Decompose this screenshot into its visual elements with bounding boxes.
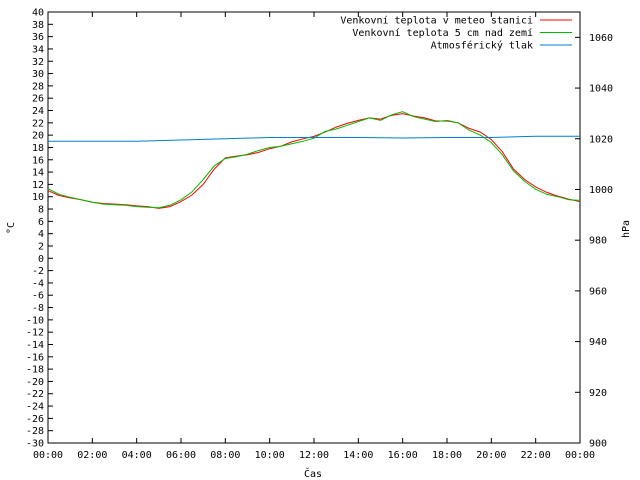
x-tick-label: 04:00 — [122, 450, 152, 461]
y-tick-label: 2 — [38, 241, 44, 252]
y-tick-label: 26 — [32, 94, 44, 105]
y-tick-label: 8 — [38, 205, 44, 216]
x-tick-label: 16:00 — [388, 450, 418, 461]
y-tick-label: 28 — [32, 81, 44, 92]
y-tick-label: 10 — [32, 192, 44, 203]
series-line-1 — [47, 113, 581, 209]
y-tick-label: 34 — [32, 44, 44, 55]
x-tick-label: 14:00 — [343, 450, 373, 461]
y-tick-label: -26 — [26, 414, 44, 425]
series-line-2 — [47, 111, 581, 209]
y-tick-label: 18 — [32, 143, 44, 154]
y-tick-label: 14 — [32, 168, 44, 179]
x-tick-label: 02:00 — [77, 450, 107, 461]
x-tick-label: 10:00 — [255, 450, 285, 461]
x-tick-label: 22:00 — [521, 450, 551, 461]
y2-tick-label: 1060 — [589, 33, 613, 44]
y-tick-label: -4 — [32, 278, 44, 289]
y-tick-label: 32 — [32, 57, 44, 68]
y-tick-label: 16 — [32, 155, 44, 166]
y-tick-label: -2 — [32, 266, 44, 277]
legend-label: Venkovní teplota v meteo stanici — [340, 15, 533, 27]
x-tick-label: 20:00 — [476, 450, 506, 461]
y-tick-label: -6 — [32, 291, 44, 302]
legend-label: Venkovní teplota 5 cm nad zemí — [352, 27, 533, 39]
x-tick-label: 18:00 — [432, 450, 462, 461]
y-tick-label: -8 — [32, 303, 44, 314]
y2-tick-label: 1040 — [589, 84, 613, 95]
x-tick-label: 00:00 — [33, 450, 63, 461]
y-tick-label: -20 — [26, 377, 44, 388]
y2-tick-label: 920 — [589, 388, 607, 399]
y-tick-label: 20 — [32, 131, 44, 142]
x-tick-label: 08:00 — [210, 450, 240, 461]
y2-tick-label: 1020 — [589, 134, 613, 145]
y-tick-label: -14 — [26, 340, 44, 351]
y-tick-label: 22 — [32, 118, 44, 129]
y-tick-label: -22 — [26, 389, 44, 400]
y2-tick-label: 900 — [589, 439, 607, 450]
y-tick-label: -12 — [26, 328, 44, 339]
y2-tick-label: 1000 — [589, 185, 613, 196]
x-tick-label: 12:00 — [299, 450, 329, 461]
y-tick-label: 4 — [38, 229, 44, 240]
y-tick-label: 6 — [38, 217, 44, 228]
series-line-3 — [48, 135, 580, 142]
x-axis-label: Čas — [304, 467, 322, 480]
y2-tick-label: 940 — [589, 337, 607, 348]
y2-tick-label: 960 — [589, 286, 607, 297]
y-tick-label: -16 — [26, 352, 44, 363]
y-tick-label: 40 — [32, 8, 44, 19]
y-tick-label: 24 — [32, 106, 44, 117]
y-tick-label: 36 — [32, 32, 44, 43]
y2-tick-label: 980 — [589, 236, 607, 247]
y-tick-label: -10 — [26, 315, 44, 326]
x-tick-label: 06:00 — [166, 450, 196, 461]
y-tick-label: -18 — [26, 365, 44, 376]
x-tick-label: 00:00 — [565, 450, 595, 461]
y-tick-label: -30 — [26, 439, 44, 450]
y-tick-label: 12 — [32, 180, 44, 191]
y-tick-label: -28 — [26, 426, 44, 437]
y-axis-label: °C — [6, 222, 17, 234]
y-tick-label: 0 — [38, 254, 44, 265]
y2-axis-label: hPa — [621, 220, 632, 238]
y-tick-label: 38 — [32, 20, 44, 31]
y-tick-label: -24 — [26, 402, 44, 413]
legend-label: Atmosférický tlak — [431, 40, 533, 52]
y-tick-label: 30 — [32, 69, 44, 80]
